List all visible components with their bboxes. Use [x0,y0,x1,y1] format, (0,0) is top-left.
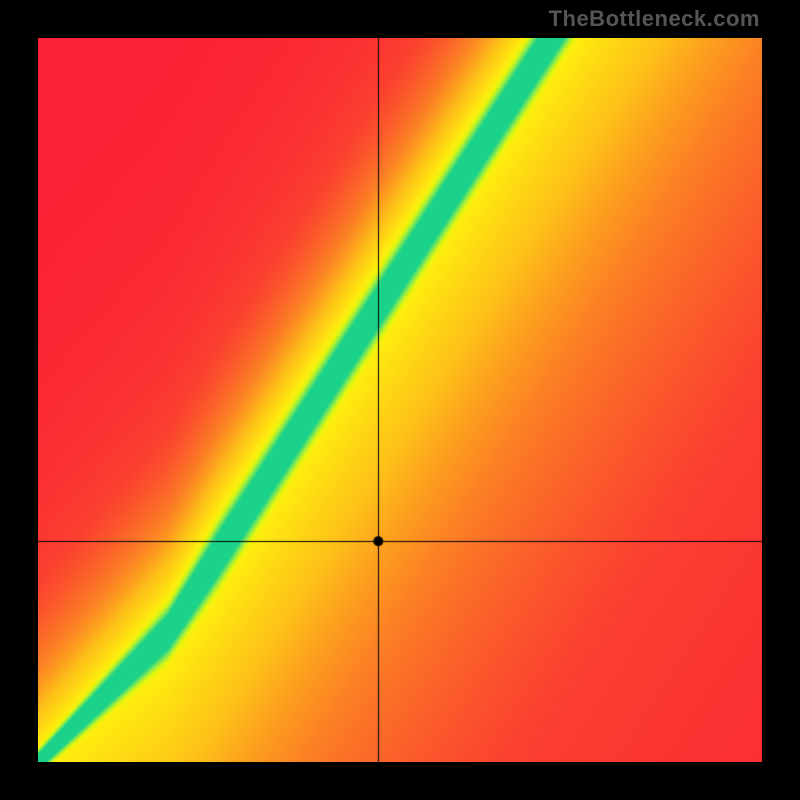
watermark-text: TheBottleneck.com [549,6,760,32]
heatmap-canvas [38,38,762,762]
page-root: TheBottleneck.com [0,0,800,800]
heatmap-plot [38,38,762,762]
